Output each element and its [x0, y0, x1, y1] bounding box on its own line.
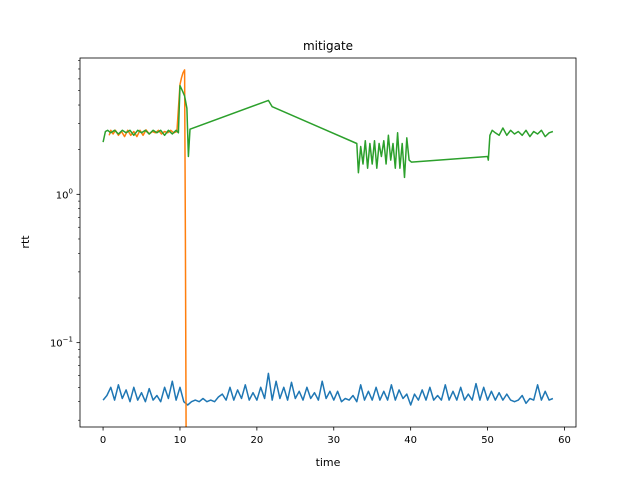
- x-axis-label: time: [316, 456, 341, 469]
- y-axis: 10−1 100: [50, 60, 80, 421]
- y-axis-label: rtt: [19, 235, 32, 249]
- x-tick-label: 60: [558, 435, 571, 446]
- series-line-1: [102, 372, 554, 406]
- x-tick-label: 40: [404, 435, 417, 446]
- x-tick-label: 0: [100, 435, 106, 446]
- y-tick-label: 10−1: [50, 336, 73, 350]
- y-tick-label: 100: [56, 187, 73, 201]
- plot-frame: [79, 57, 577, 428]
- x-axis: 0 10 20 30 40 50 60: [100, 427, 571, 446]
- series-line-3: [102, 84, 554, 179]
- x-tick-label: 20: [251, 435, 264, 446]
- chart-title: mitigate: [303, 39, 353, 53]
- x-tick-label: 30: [327, 435, 340, 446]
- series-layer: [102, 69, 554, 427]
- x-tick-label: 50: [481, 435, 494, 446]
- plot-background: [80, 58, 576, 427]
- x-tick-label: 10: [174, 435, 187, 446]
